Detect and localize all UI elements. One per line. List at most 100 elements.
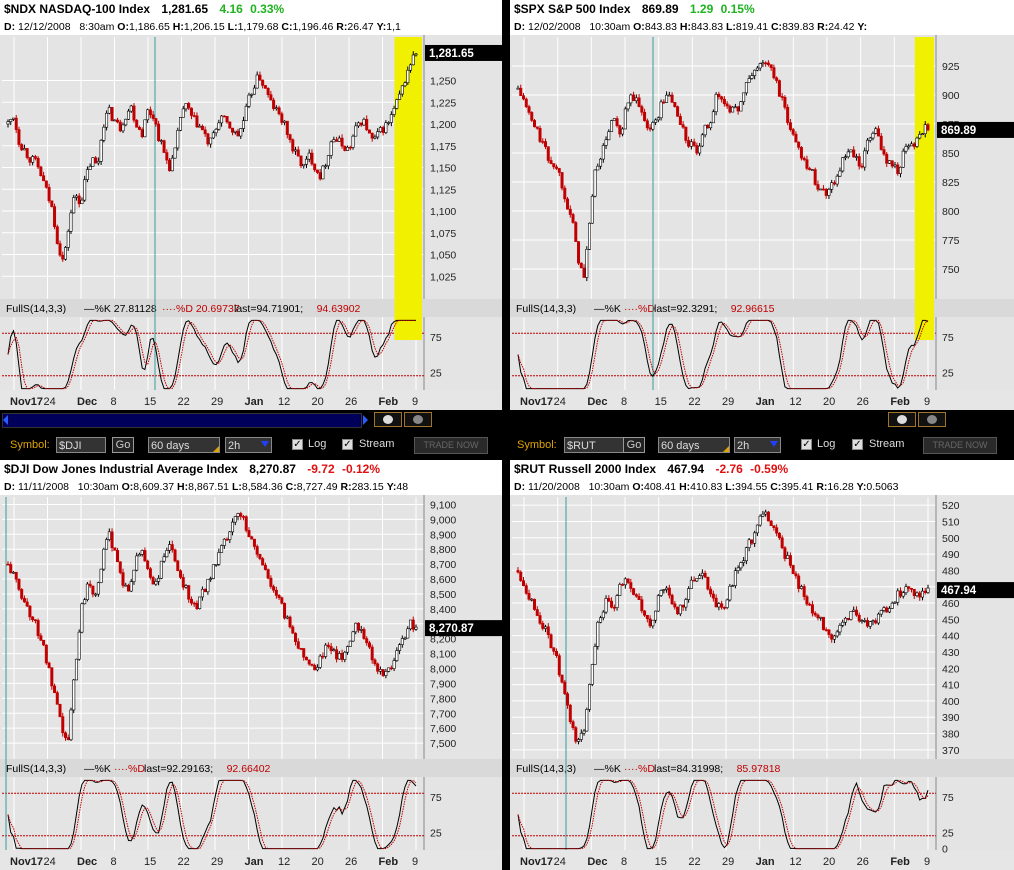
candle [753,530,757,547]
symbol-input[interactable]: $DJI [56,437,106,453]
candle [395,647,399,662]
candle [337,135,341,142]
candle [42,171,46,182]
chart-scrollbar[interactable] [510,410,1014,430]
candle [277,105,281,116]
symbol-input[interactable]: $RUT [564,437,624,453]
candle [11,117,15,121]
candle [541,138,545,145]
candle [398,90,402,101]
candle [896,162,900,176]
y-tick-label: 850 [942,148,960,160]
candle [384,668,388,679]
y-tick-label: 410 [942,680,960,692]
candle [747,75,751,83]
x-tick-label: 8 [621,856,627,868]
candle [83,597,87,605]
scroll-right-arrow-icon[interactable] [363,415,368,425]
log-checkbox[interactable]: ✓ [292,439,303,450]
candle [854,153,858,161]
candle [189,107,193,120]
candle [574,221,578,242]
candle [53,203,57,230]
candle [105,537,109,550]
zoom-in-icon[interactable] [888,412,916,427]
chart-svg-rut: 3703803904004104204304404504604704804905… [510,495,1014,868]
y-tick-label: 8,500 [430,589,456,601]
chart-panel-dji: $DJI Dow Jones Industrial Average Index … [0,460,502,870]
candle [648,615,652,629]
candle [351,134,355,150]
candle [269,575,273,589]
candle [588,222,592,250]
candle [794,131,798,143]
trade-now-button[interactable]: TRADE NOW [414,437,488,454]
indicator-d-label: ····%D [624,303,655,315]
candle [651,120,655,132]
chart-scrollbar[interactable] [0,410,502,430]
candle [524,97,528,109]
period-select[interactable]: 60 days [148,437,220,453]
period-select[interactable]: 60 days [658,437,730,453]
candle [783,95,787,110]
candle [9,561,13,574]
x-tick-label: 12 [789,396,801,408]
candle [291,624,295,634]
log-label: Log [308,438,327,450]
candle [626,578,630,585]
candle [315,169,319,175]
interval-select[interactable]: 2h [225,437,272,453]
candle [717,601,721,611]
candle [203,588,207,593]
candle [302,163,306,169]
candle [604,136,608,149]
candle [351,630,355,642]
y-tick-label: 500 [942,533,960,545]
stoch-d-line [7,779,417,850]
x-tick-label: 9 [412,856,418,868]
candle [381,125,385,136]
log-checkbox[interactable]: ✓ [801,439,812,450]
zoom-in-icon[interactable] [374,412,402,427]
stream-checkbox[interactable]: ✓ [852,439,863,450]
candle [39,165,43,177]
trade-now-button[interactable]: TRADE NOW [923,437,997,454]
svg-text:1,281.65: 1,281.65 [429,48,474,60]
candle [890,601,894,609]
go-button[interactable]: Go [112,437,134,453]
candle [747,537,751,552]
candle [912,589,916,599]
candle [20,143,24,152]
candle [901,590,905,599]
candle [283,602,287,620]
x-tick-label: 22 [688,396,700,408]
candle [626,102,630,112]
stream-checkbox[interactable]: ✓ [342,439,353,450]
candle [689,576,693,589]
candle [868,620,872,630]
candle [601,143,605,163]
scroll-left-arrow-icon[interactable] [3,415,8,425]
candle [228,121,232,129]
interval-select[interactable]: 2h [734,437,781,453]
go-button[interactable]: Go [623,437,645,453]
candle [250,93,254,98]
x-tick-label: Jan [245,396,264,408]
candle [577,240,581,266]
candle [555,648,559,658]
candle [772,525,776,531]
change-value: 4.16 [219,2,243,16]
candle [288,615,292,629]
candle [728,104,732,114]
y-tick-label: 430 [942,647,960,659]
y-tick-label: 1,250 [430,76,456,88]
candle [769,64,773,71]
zoom-out-icon[interactable] [918,412,946,427]
candle [604,595,608,615]
candle [124,118,128,127]
candle [137,125,141,131]
candle [808,166,812,171]
x-tick-label: 26 [857,856,869,868]
scroll-track[interactable] [2,413,362,428]
zoom-out-icon[interactable] [404,412,432,427]
